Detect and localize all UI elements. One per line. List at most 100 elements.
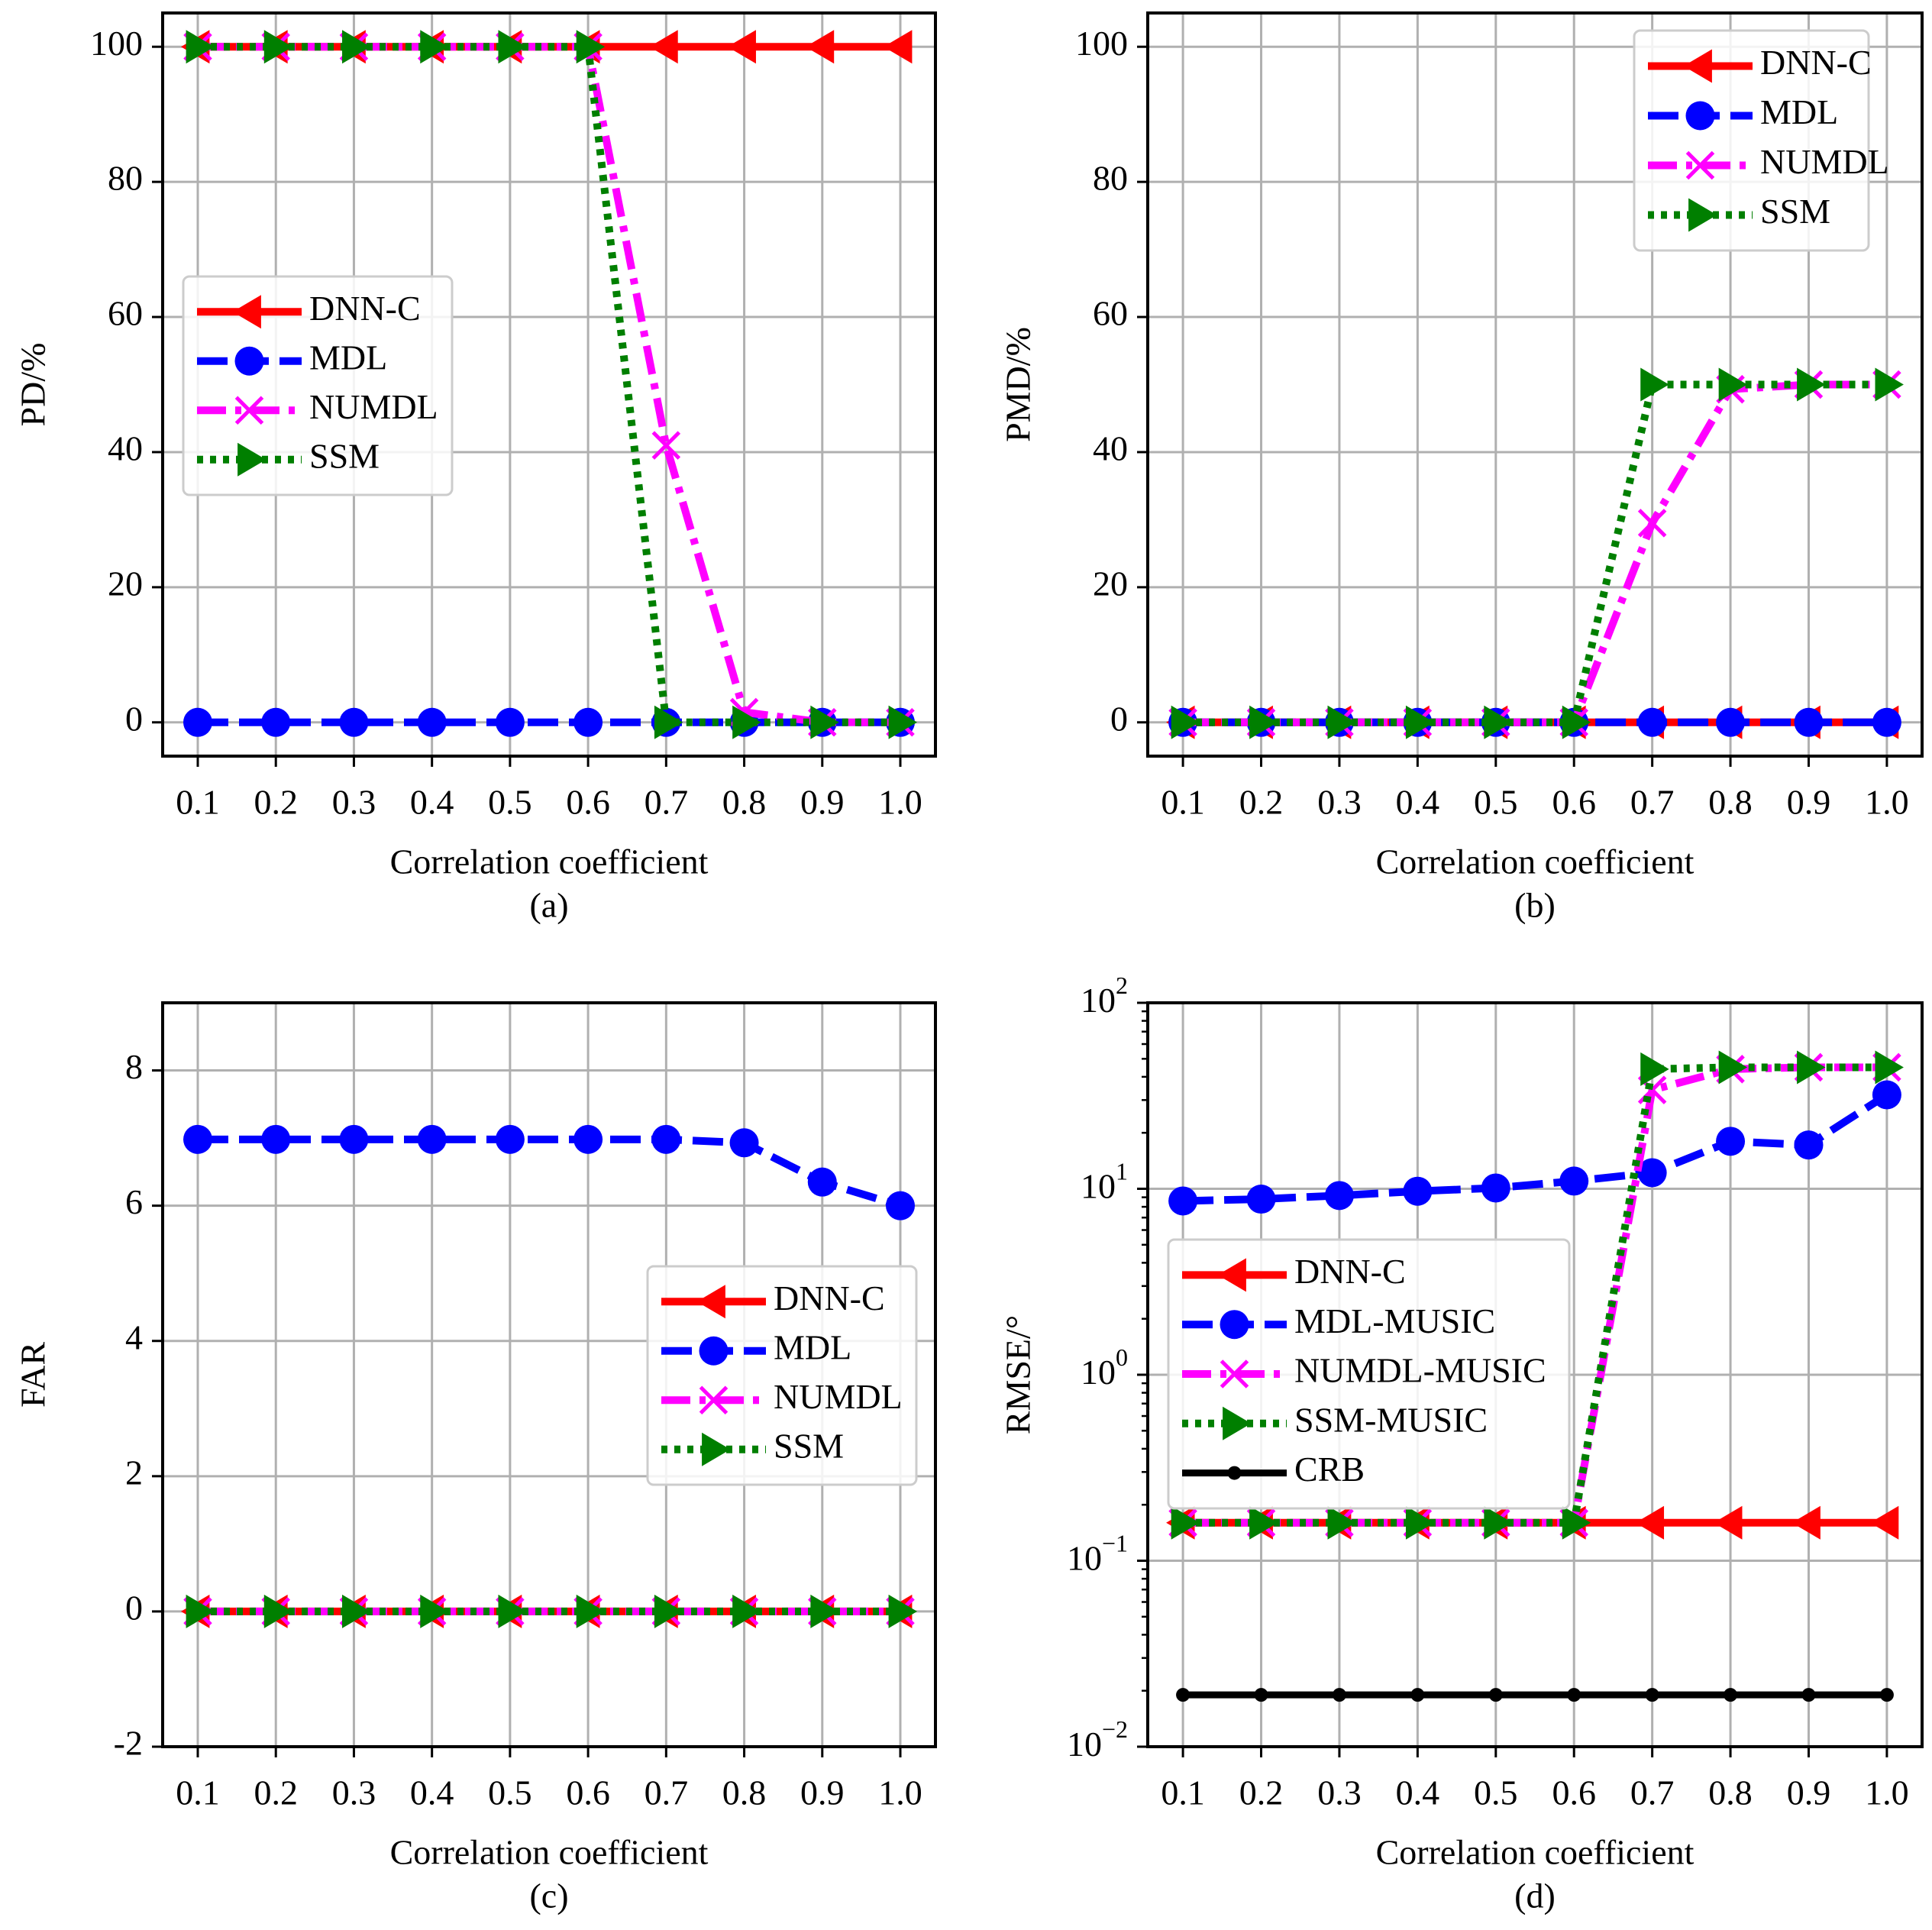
- point-mdl: [729, 1128, 759, 1158]
- y-tick-label: 100: [1081, 1343, 1128, 1392]
- y-axis-label: PD/%: [14, 343, 53, 427]
- y-axis-label: PMD/%: [999, 327, 1038, 442]
- y-tick-label: 6: [125, 1182, 143, 1221]
- y-axis-label: RMSE/°: [999, 1315, 1038, 1434]
- point-ssm: [1327, 705, 1356, 739]
- legend-box: [1167, 1238, 1571, 1510]
- y-tick-label: 102: [1081, 971, 1128, 1020]
- x-tick-label: 0.4: [410, 783, 454, 822]
- y-tick-label: 100: [1075, 24, 1128, 63]
- point-mdl: [1872, 1080, 1901, 1110]
- point-mdl: [1559, 1166, 1589, 1196]
- point-ssm: [576, 1594, 606, 1628]
- chart-a: 0.1 0.2 0.3 0.4 0.5 0.6 0.7 0.8 0.9 1.0 0 20 40 60 80 1…: [14, 11, 937, 925]
- series-ssm: [186, 1594, 917, 1628]
- y-tick-label: 0: [125, 1588, 143, 1627]
- point-ssm: [1797, 367, 1826, 402]
- point-ssm: [1875, 1050, 1904, 1085]
- axes-frame: [1146, 11, 1924, 758]
- point-dnnc: [727, 30, 756, 64]
- x-axis-label: Correlation coefficient: [1376, 842, 1695, 881]
- point-crb: [1645, 1688, 1659, 1702]
- point-dnnc: [1791, 1505, 1821, 1540]
- legend-label: SSM-MUSIC: [1294, 1400, 1488, 1439]
- point-ssm: [576, 30, 606, 64]
- legend-marker: [234, 396, 264, 425]
- y-tick-label: 4: [125, 1317, 143, 1356]
- legend-item-ssm: SSM-MUSIC: [1182, 1400, 1488, 1440]
- series-line-ssm: [198, 43, 900, 726]
- point-ssm: [1562, 1505, 1591, 1540]
- legend-marker: [237, 442, 267, 477]
- point-dnnc: [884, 30, 913, 64]
- legend-marker: [696, 1285, 725, 1319]
- x-tick-label: 0.3: [332, 783, 376, 822]
- legend-item-mdl: MDL-MUSIC: [1182, 1301, 1495, 1340]
- point-mdl: [651, 1124, 681, 1154]
- legend-label: CRB: [1294, 1450, 1365, 1489]
- legend-box: [1633, 29, 1870, 252]
- x-tick-label: 0.9: [800, 783, 845, 822]
- point-crb: [1724, 1688, 1738, 1702]
- legend-item-dnnc: DNN-C: [197, 289, 421, 329]
- x-tick-label: 0.2: [1239, 1773, 1284, 1812]
- axes-frame: [161, 1001, 937, 1748]
- legend-marker: [1220, 1359, 1249, 1389]
- point-crb: [1254, 1688, 1268, 1702]
- point-crb: [1567, 1688, 1581, 1702]
- legend-label: NUMDL: [309, 387, 438, 426]
- point-ssm: [342, 1594, 371, 1628]
- point-mdl: [1637, 707, 1667, 737]
- x-tick-label: 0.3: [332, 1773, 376, 1812]
- x-tick-label: 0.4: [410, 1773, 454, 1812]
- x-tick-label: 0.7: [645, 783, 689, 822]
- point-ssm: [1718, 1050, 1748, 1085]
- chart-c: 0.1 0.2 0.3 0.4 0.5 0.6 0.7 0.8 0.9 1.0 -2 0 2 4 6 8 Cor…: [14, 1001, 937, 1915]
- x-tick-label: 0.1: [1161, 1773, 1205, 1812]
- series-line-ssm: [1183, 380, 1887, 726]
- legend-marker: [1223, 1406, 1252, 1440]
- x-tick-label: 1.0: [878, 1773, 922, 1812]
- legend-marker: [702, 1432, 731, 1466]
- legend-label: NUMDL: [774, 1377, 903, 1416]
- y-tick-label: 60: [1093, 294, 1128, 333]
- x-tick-label: 0.7: [1630, 783, 1675, 822]
- point-dnnc: [1714, 1505, 1743, 1540]
- series-numdl: [1168, 370, 1901, 737]
- legend-label: MDL-MUSIC: [1294, 1301, 1495, 1340]
- series-ssm: [1171, 1050, 1904, 1540]
- legend-label: DNN-C: [309, 289, 421, 328]
- point-crb: [1410, 1688, 1425, 1702]
- x-tick-label: 0.6: [1552, 783, 1596, 822]
- point-mdl: [261, 707, 291, 737]
- legend: DNN-C MDL NUMDL SSM: [1633, 29, 1889, 252]
- point-ssm: [1405, 705, 1435, 739]
- point-mdl: [339, 707, 369, 737]
- series-line-mdl: [198, 1135, 902, 1210]
- point-mdl: [495, 1124, 525, 1154]
- legend-label: NUMDL-MUSIC: [1294, 1351, 1546, 1390]
- series-line-mdl: [1182, 1091, 1889, 1205]
- point-mdl: [573, 1124, 603, 1154]
- point-crb: [1488, 1688, 1503, 1702]
- point-ssm: [888, 1594, 917, 1628]
- point-ssm: [1405, 1505, 1435, 1540]
- point-ssm: [1640, 367, 1669, 402]
- point-crb: [1176, 1688, 1191, 1702]
- point-ssm: [420, 1594, 449, 1628]
- legend-label: NUMDL: [1760, 142, 1889, 181]
- point-dnnc: [1635, 1505, 1665, 1540]
- y-tick-label: 100: [90, 24, 143, 63]
- point-ssm: [1484, 705, 1513, 739]
- y-tick-label: -2: [114, 1724, 143, 1763]
- x-tick-label: 0.8: [722, 783, 767, 822]
- axes-frame: [161, 11, 937, 758]
- point-ssm: [263, 1594, 293, 1628]
- x-tick-label: 0.1: [176, 1773, 220, 1812]
- legend-item-ssm: SSM: [1648, 192, 1830, 232]
- point-ssm: [1171, 1505, 1200, 1540]
- x-axis-label: Correlation coefficient: [390, 842, 709, 881]
- point-mdl: [807, 1167, 837, 1197]
- y-tick-label: 80: [108, 159, 143, 198]
